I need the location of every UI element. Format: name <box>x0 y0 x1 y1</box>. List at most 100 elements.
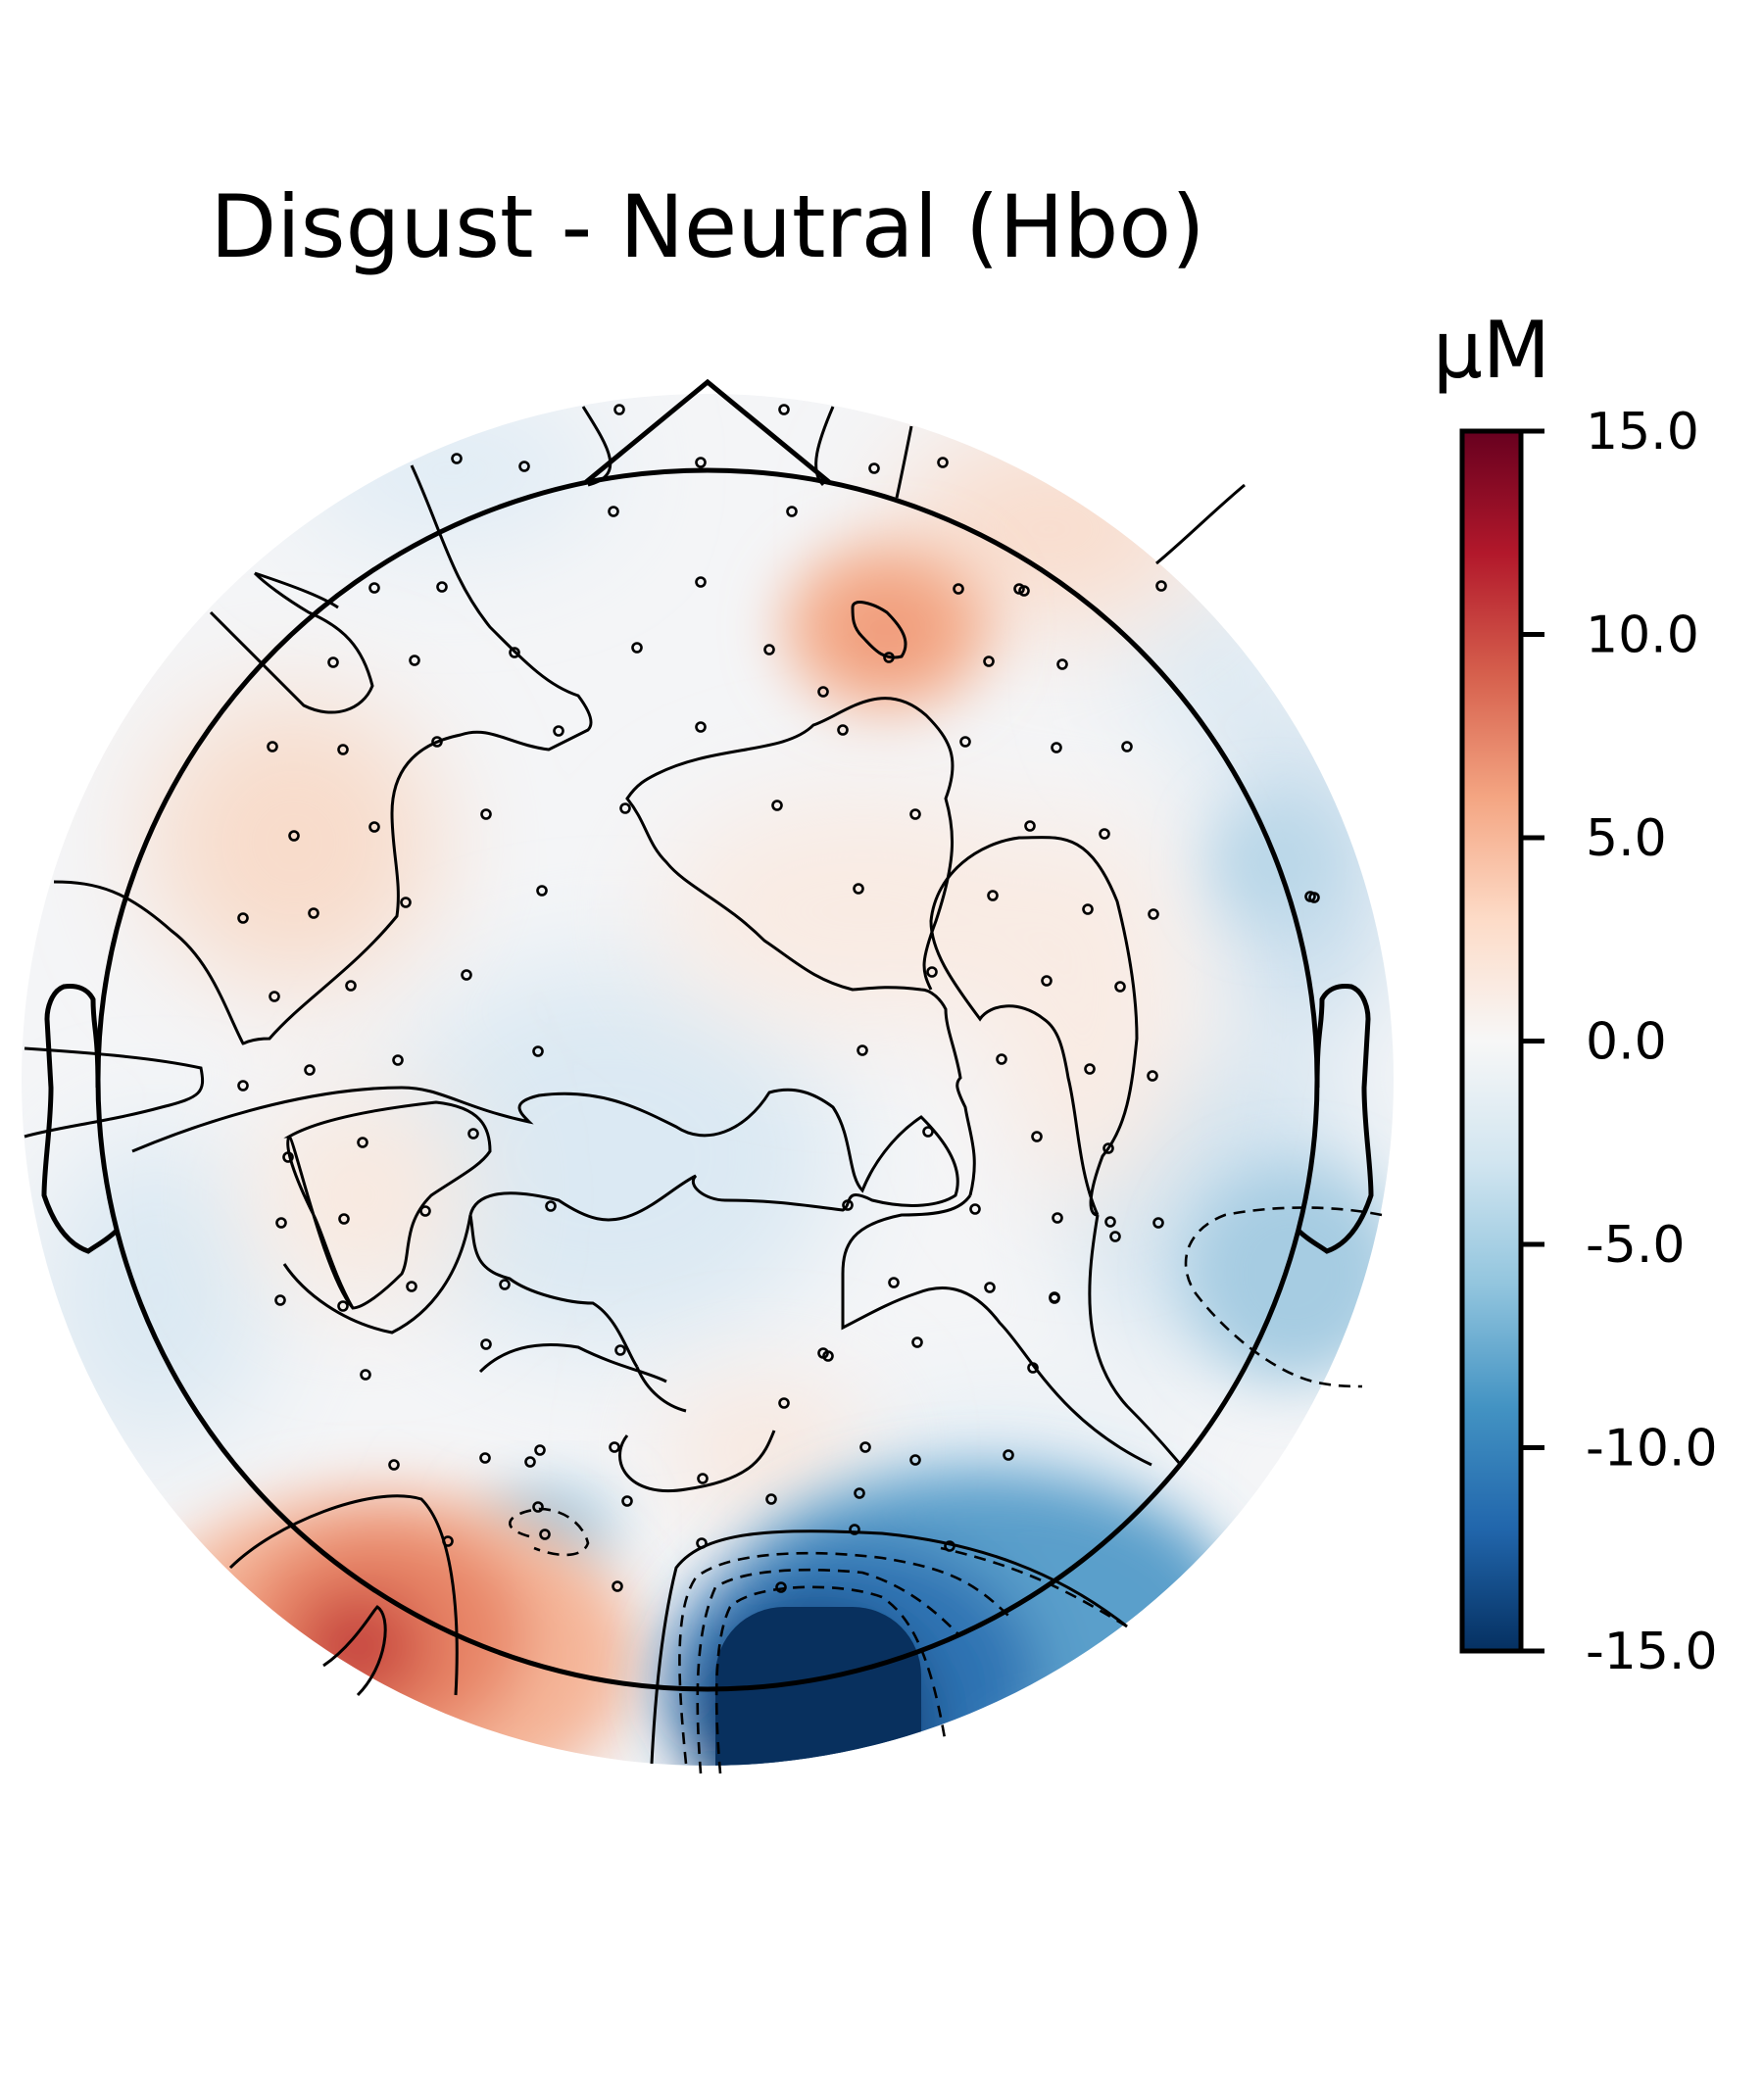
sensor-marker <box>775 1581 787 1593</box>
sensor-marker <box>480 1338 492 1350</box>
sensor-marker <box>275 1217 287 1229</box>
sensor-marker <box>613 404 625 415</box>
sensor-marker <box>888 1277 900 1288</box>
sensor-marker <box>1041 975 1053 987</box>
sensor-marker <box>857 1044 868 1056</box>
sensor-marker <box>479 1452 491 1464</box>
sensor-marker <box>406 1281 417 1292</box>
sensor-marker <box>237 1080 249 1092</box>
sensor-marker <box>909 808 921 820</box>
sensor-marker <box>859 1441 871 1453</box>
sensor-marker <box>545 1200 557 1212</box>
sensor-marker <box>909 1454 921 1466</box>
sensor-marker <box>431 736 443 748</box>
sensor-marker <box>518 461 530 472</box>
sensor-marker <box>442 1535 454 1547</box>
head-outline <box>41 378 1374 1692</box>
sensor-marker <box>345 980 357 992</box>
sensor-marker <box>922 1126 934 1138</box>
sensor-marker <box>337 1300 349 1312</box>
sensor-marker <box>608 506 619 517</box>
sensor-marker <box>509 647 520 658</box>
sensor-marker <box>842 1199 854 1211</box>
sensor-marker <box>609 1441 620 1453</box>
sensor-marker <box>368 821 380 833</box>
colorbar-gradient <box>1459 428 1524 1654</box>
sensor-marker <box>467 1128 479 1140</box>
sensor-marker <box>388 1459 400 1471</box>
sensor-marker <box>1003 1449 1014 1461</box>
sensor-marker <box>1027 1362 1039 1374</box>
sensor-marker <box>937 457 949 468</box>
sensor-marker <box>1052 1212 1063 1224</box>
sensor-marker <box>1049 1292 1060 1304</box>
chart-title: Disgust - Neutral (Hbo) <box>210 176 1204 277</box>
sensor-marker <box>534 1444 546 1456</box>
sensor-marker <box>868 462 880 474</box>
colorbar-ticks: 15.0 10.0 5.0 0.0 -5.0 -10.0 -15.0 <box>1521 403 1718 1681</box>
sensor-marker <box>817 1347 829 1359</box>
sensor-marker <box>480 808 492 820</box>
sensor-marker <box>987 890 999 901</box>
sensor-marker <box>996 1053 1007 1065</box>
sensor-marker <box>1031 1131 1043 1142</box>
sensor-marker <box>959 736 971 748</box>
sensor-marker <box>553 725 564 737</box>
sensor-marker <box>854 1487 865 1499</box>
sensor-marker <box>1084 1063 1096 1075</box>
colorbar-tick-label: -15.0 <box>1586 1623 1718 1681</box>
sensor-marker <box>944 1540 956 1552</box>
sensor-marker <box>983 655 995 667</box>
sensor-markers <box>237 404 1320 1593</box>
sensor-marker <box>1155 580 1167 592</box>
sensor-marker <box>849 1524 860 1535</box>
colorbar-tick-label: -5.0 <box>1586 1216 1685 1275</box>
sensor-marker <box>304 1064 316 1076</box>
sensor-marker <box>695 457 707 468</box>
sensor-marker <box>392 1054 404 1066</box>
sensor-marker <box>1104 1216 1116 1228</box>
sensor-marker <box>696 1537 708 1549</box>
sensor-marker <box>969 1203 981 1215</box>
sensor-marker <box>237 912 249 924</box>
colorbar-tick-label: 15.0 <box>1586 403 1699 461</box>
sensor-marker <box>532 1501 544 1513</box>
sensor-marker <box>436 581 448 593</box>
sensor-marker <box>451 453 463 464</box>
sensor-marker <box>695 576 707 588</box>
sensor-marker <box>1056 658 1068 670</box>
sensor-marker <box>308 907 319 919</box>
sensor-marker <box>837 724 849 736</box>
sensor-marker <box>409 655 420 666</box>
sensor-marker <box>1121 741 1133 752</box>
sensor-marker <box>499 1279 511 1290</box>
sensor-marker <box>619 802 631 814</box>
sensor-marker <box>1148 908 1159 920</box>
sensor-marker <box>360 1369 371 1381</box>
sensor-marker <box>267 741 278 752</box>
sensor-marker <box>1082 903 1094 915</box>
topomap-field <box>22 394 1394 1766</box>
colorbar-unit-label: μM <box>1433 305 1550 396</box>
sensor-marker <box>327 656 339 668</box>
sensor-marker <box>269 991 280 1002</box>
sensor-marker <box>539 1529 551 1540</box>
sensor-marker <box>338 1213 350 1225</box>
contour-lines <box>24 406 1246 1765</box>
sensor-marker <box>817 686 829 698</box>
sensor-marker <box>524 1456 536 1468</box>
sensor-marker <box>400 897 412 908</box>
sensor-marker <box>532 1045 544 1057</box>
sensor-marker <box>786 506 798 517</box>
sensor-marker <box>1102 1142 1114 1154</box>
sensor-marker <box>926 966 938 978</box>
sensor-marker <box>1051 742 1062 753</box>
sensor-marker <box>778 404 790 415</box>
sensor-marker <box>1013 583 1025 595</box>
sensor-marker <box>1099 828 1110 840</box>
sensor-marker <box>763 644 775 655</box>
sensor-marker <box>765 1493 777 1505</box>
sensor-marker <box>631 642 643 654</box>
sensor-marker <box>984 1282 996 1293</box>
sensor-marker <box>337 744 349 755</box>
